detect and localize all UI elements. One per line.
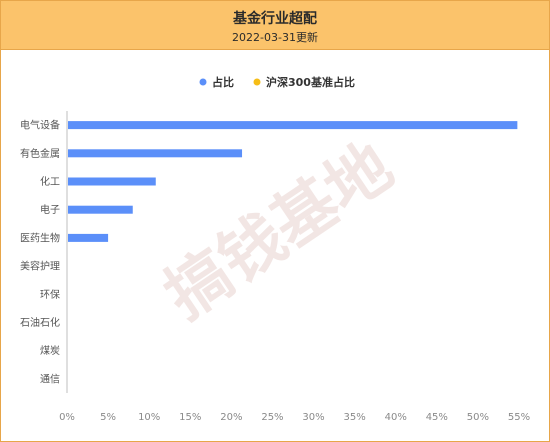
chart-subtitle: 2022-03-31更新 <box>232 31 318 44</box>
x-tick-label: 5% <box>100 412 116 423</box>
category-label: 通信 <box>40 373 60 385</box>
legend-marker-benchmark <box>253 78 261 86</box>
x-tick-labels: 0% 5% 10% 15% 20% 25% 30% 35% 40% 45% 50% 55% <box>59 412 530 423</box>
category-label: 电子 <box>40 203 60 216</box>
legend-item-benchmark[interactable]: 沪深300基准占比 <box>253 75 355 89</box>
category-label: 有色金属 <box>20 147 60 160</box>
x-tick-label: 45% <box>426 412 448 423</box>
x-tick-label: 20% <box>220 412 242 423</box>
x-tick-label: 10% <box>138 412 160 423</box>
bar[interactable] <box>68 121 518 130</box>
legend: 占比 沪深300基准占比 <box>199 75 355 89</box>
bar[interactable] <box>68 177 156 186</box>
x-tick-label: 50% <box>467 412 489 423</box>
x-tick-label: 30% <box>302 412 324 423</box>
legend-marker-share <box>199 78 207 86</box>
bar[interactable] <box>68 149 243 158</box>
category-label: 环保 <box>40 288 60 301</box>
legend-label-benchmark: 沪深300基准占比 <box>266 75 355 89</box>
chart-title: 基金行业超配 <box>233 11 317 27</box>
category-label: 煤炭 <box>40 344 60 357</box>
x-tick-label: 0% <box>59 412 75 423</box>
x-tick-label: 15% <box>179 412 201 423</box>
category-label: 电气设备 <box>20 119 60 132</box>
watermark: 搞钱基地 <box>152 129 406 334</box>
bar[interactable] <box>68 205 133 214</box>
x-tick-label: 40% <box>385 412 407 423</box>
bars <box>68 121 518 242</box>
category-label: 美容护理 <box>20 260 60 273</box>
bar[interactable] <box>68 233 109 242</box>
x-tick-label: 35% <box>344 412 366 423</box>
legend-label-share: 占比 <box>212 75 234 89</box>
category-label: 石油石化 <box>20 316 60 329</box>
category-label: 医药生物 <box>20 231 60 244</box>
chart-header: 基金行业超配 2022-03-31更新 <box>1 1 549 50</box>
category-label: 化工 <box>40 175 60 188</box>
legend-item-share[interactable]: 占比 <box>199 75 235 89</box>
x-tick-label: 25% <box>261 412 283 423</box>
x-tick-label: 55% <box>508 412 530 423</box>
